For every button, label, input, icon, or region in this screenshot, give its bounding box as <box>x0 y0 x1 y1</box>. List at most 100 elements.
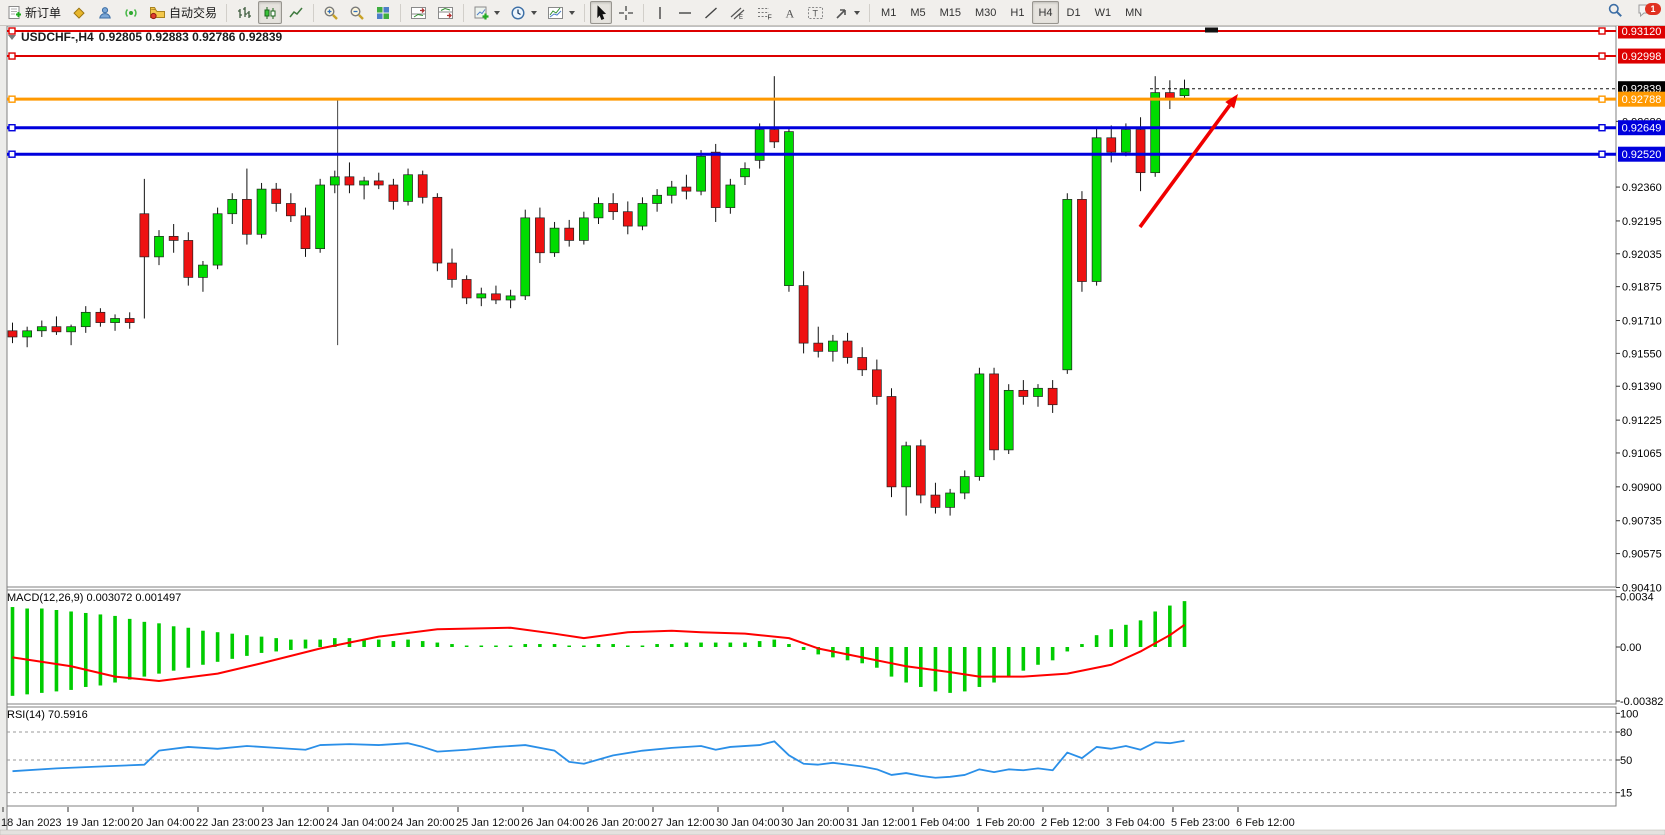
svg-text:0.92998: 0.92998 <box>1622 51 1662 63</box>
rsi-line <box>12 739 1185 779</box>
svg-text:26 Jan 04:00: 26 Jan 04:00 <box>521 817 585 829</box>
svg-text:27 Jan 12:00: 27 Jan 12:00 <box>651 817 715 829</box>
toolbar-separator <box>643 3 645 22</box>
crosshair-icon <box>618 5 634 21</box>
line-end-marker <box>8 124 16 132</box>
indicator-window-down-button[interactable] <box>433 1 458 24</box>
crosshair-button[interactable] <box>614 1 638 24</box>
line-end-marker <box>8 27 16 35</box>
period-clock-button[interactable] <box>506 1 541 24</box>
bar-chart-button[interactable] <box>232 1 256 24</box>
line-end-marker <box>1598 27 1606 35</box>
line-end-marker <box>8 95 16 103</box>
svg-text:26 Jan 20:00: 26 Jan 20:00 <box>586 817 650 829</box>
zoom-in-icon <box>323 5 339 21</box>
trendline-button[interactable] <box>699 1 723 24</box>
shapes-button[interactable] <box>830 1 864 24</box>
indicator-window-up-button[interactable] <box>406 1 431 24</box>
zoom-out-button[interactable] <box>345 1 369 24</box>
auto-trading-button-label: 自动交易 <box>169 6 218 20</box>
svg-text:T: T <box>813 8 819 18</box>
svg-text:0.91875: 0.91875 <box>1622 282 1662 294</box>
chart-title: USDCHF-,H4 0.92805 0.92883 0.92786 0.928… <box>8 30 282 44</box>
trend-arrow[interactable] <box>1138 94 1238 229</box>
svg-text:0.90900: 0.90900 <box>1622 482 1662 494</box>
chevron-down-icon <box>494 10 501 15</box>
timeframe-mn-button[interactable]: MN <box>1125 6 1143 19</box>
toolbar-separator <box>869 3 871 22</box>
timeframe-h1-button[interactable]: H1 <box>1010 6 1025 19</box>
svg-text:0.90410: 0.90410 <box>1622 582 1662 594</box>
svg-text:0.91065: 0.91065 <box>1622 448 1662 460</box>
text-a-icon: A <box>783 5 797 21</box>
chart-symbol-period: USDCHF-,H4 <box>21 30 94 44</box>
one-click-trading-toggle-icon[interactable] <box>8 34 16 40</box>
chevron-down-icon <box>569 10 576 15</box>
timeframe-m30-button[interactable]: M30 <box>975 6 997 19</box>
signal-icon <box>123 5 139 21</box>
svg-text:F: F <box>768 14 772 21</box>
clock-icon <box>510 5 526 21</box>
auto-trading-icon <box>149 5 166 20</box>
fibonacci-button[interactable]: F <box>752 1 777 24</box>
search-button[interactable] <box>1603 1 1627 24</box>
svg-text:0.92035: 0.92035 <box>1622 249 1662 261</box>
notifications-button[interactable]: 1 <box>1633 1 1661 24</box>
channel-button[interactable]: E <box>725 1 750 24</box>
svg-text:2 Feb 12:00: 2 Feb 12:00 <box>1041 817 1100 829</box>
toolbar-separator <box>313 3 315 22</box>
timeframe-w1-button[interactable]: W1 <box>1094 6 1112 19</box>
indicator-window-down-icon <box>437 5 454 21</box>
add-indicator-button[interactable] <box>469 1 504 24</box>
timeframe-m5-button[interactable]: M5 <box>910 6 926 19</box>
cursor-button[interactable] <box>590 1 613 24</box>
hline-icon <box>677 5 693 21</box>
tile-windows-button[interactable] <box>371 1 395 24</box>
line-end-marker <box>8 150 16 158</box>
new-order-button[interactable]: 新订单 <box>3 1 65 24</box>
line-end-marker <box>1598 150 1606 158</box>
horizontal-line-button[interactable] <box>673 1 697 24</box>
timeframe-d1-button[interactable]: D1 <box>1066 6 1081 19</box>
line-chart-button[interactable] <box>284 1 308 24</box>
label-button[interactable]: T <box>803 1 828 24</box>
market-watch-button[interactable] <box>67 1 91 24</box>
macd-indicator-label: MACD(12,26,9) 0.003072 0.001497 <box>7 592 182 604</box>
auto-trading-button[interactable]: 自动交易 <box>145 1 221 24</box>
toolbar-separator <box>226 3 228 22</box>
trendline-icon <box>703 5 719 21</box>
panel-frames <box>0 26 1665 835</box>
price-axis: 0.926800.923600.921950.920350.918750.917… <box>1616 116 1663 800</box>
svg-text:6 Feb 12:00: 6 Feb 12:00 <box>1236 817 1295 829</box>
template-button[interactable] <box>543 1 579 24</box>
zoom-in-button[interactable] <box>319 1 343 24</box>
svg-text:15: 15 <box>1620 788 1632 800</box>
toolbar: 新订单 自动交易 E F A T M1 M5 M15 M30 H1 H4 D1 W1 MN 1 <box>0 0 1665 26</box>
line-end-marker <box>1598 95 1606 103</box>
svg-text:0.00: 0.00 <box>1620 642 1641 654</box>
candlestick-button[interactable] <box>258 1 283 24</box>
signals-button[interactable] <box>119 1 143 24</box>
text-button[interactable]: A <box>779 1 801 24</box>
svg-text:5 Feb 23:00: 5 Feb 23:00 <box>1171 817 1230 829</box>
svg-text:0.91390: 0.91390 <box>1622 381 1662 393</box>
accounts-button[interactable] <box>93 1 117 24</box>
svg-text:E: E <box>739 15 743 21</box>
main-chart-svg[interactable]: 0.926800.923600.921950.920350.918750.917… <box>0 26 1665 835</box>
price-badges: 0.931200.929980.928390.927880.926490.925… <box>1618 26 1665 162</box>
macd-signal-line <box>12 623 1186 683</box>
timeframe-h4-button[interactable]: H4 <box>1032 1 1059 24</box>
svg-text:23 Jan 12:00: 23 Jan 12:00 <box>261 817 325 829</box>
timeframe-m15-button[interactable]: M15 <box>939 6 961 19</box>
timeframe-m1-button[interactable]: M1 <box>881 6 897 19</box>
svg-text:3 Feb 04:00: 3 Feb 04:00 <box>1106 817 1165 829</box>
indicator-window-up-icon <box>410 5 427 21</box>
level-lines[interactable] <box>7 27 1616 158</box>
svg-text:30 Jan 04:00: 30 Jan 04:00 <box>716 817 780 829</box>
svg-text:A: A <box>786 6 795 20</box>
high-marker <box>1205 27 1218 33</box>
vertical-line-button[interactable] <box>649 1 671 24</box>
label-t-icon: T <box>807 5 824 21</box>
svg-text:31 Jan 12:00: 31 Jan 12:00 <box>846 817 910 829</box>
line-end-marker <box>1598 52 1606 60</box>
